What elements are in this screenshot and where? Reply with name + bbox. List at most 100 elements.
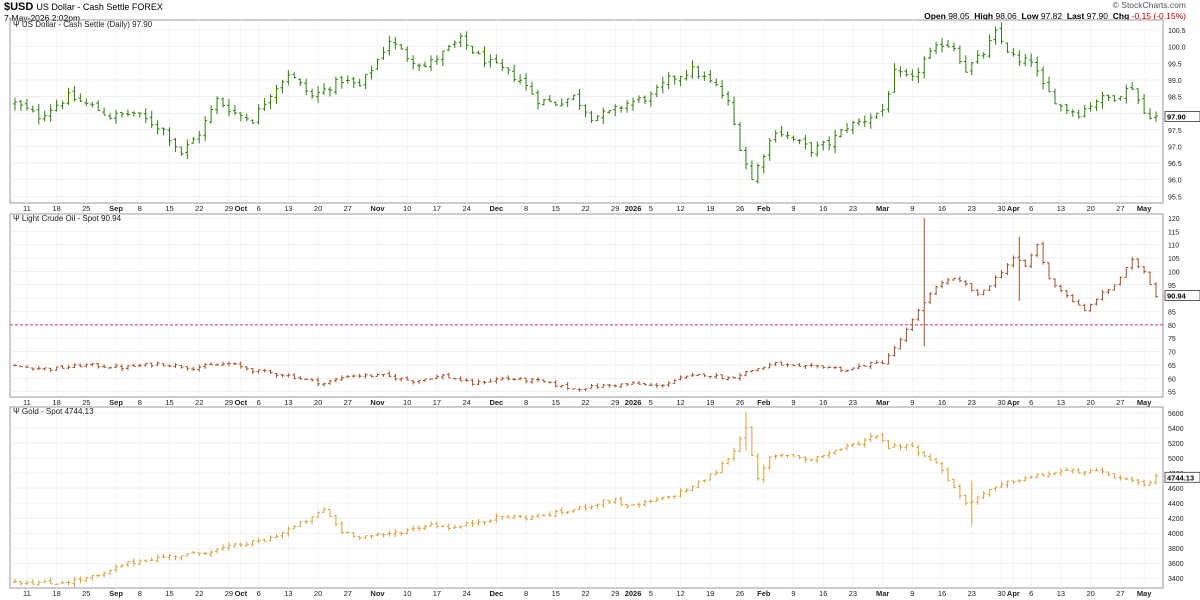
x-tick-label: 23: [968, 398, 976, 407]
ohlc-bar: [161, 363, 166, 367]
ohlc-bar: [286, 373, 291, 378]
ohlc-bar: [1011, 480, 1016, 484]
x-tick-label: 26: [736, 398, 744, 407]
ohlc-bar: [535, 514, 540, 519]
ohlc-bar: [506, 67, 511, 75]
ohlc-bar: [839, 128, 844, 138]
ohlc-bar: [1088, 102, 1093, 112]
open-label: Open: [924, 11, 946, 21]
ohlc-bar: [791, 364, 796, 367]
y-tick-label: 4400: [1168, 501, 1184, 508]
ohlc-bar: [678, 375, 683, 381]
x-tick-label: 24: [462, 204, 470, 213]
ohlc-bar: [767, 137, 772, 161]
ohlc-bar: [708, 69, 713, 83]
ohlc-bar: [137, 363, 142, 368]
ohlc-bar: [131, 363, 136, 367]
ohlc-bar: [678, 75, 683, 87]
ohlc-bar: [803, 455, 808, 463]
ohlc-bar: [981, 52, 986, 59]
y-tick-label: 70: [1168, 350, 1176, 357]
x-tick-label: 13: [284, 398, 292, 407]
ohlc-bar: [1052, 88, 1057, 105]
ohlc-bar: [963, 494, 968, 506]
y-tick-label: 4000: [1168, 531, 1184, 538]
x-tick-label: 2026: [625, 589, 642, 598]
ohlc-bar: [351, 76, 356, 89]
x-tick-label: 18: [52, 398, 60, 407]
ohlc-bar: [613, 497, 618, 505]
ohlc-bar: [773, 453, 778, 460]
ohlc-bar: [482, 380, 487, 385]
ohlc-bar: [119, 564, 124, 568]
ohlc-bar: [203, 363, 208, 369]
x-tick-label: 19: [706, 589, 714, 598]
ohlc-bar: [143, 362, 148, 367]
ohlc-bar: [1130, 476, 1135, 483]
x-tick-label: 20: [1086, 398, 1094, 407]
ohlc-bar: [161, 127, 166, 136]
x-tick-label: 23: [849, 589, 857, 598]
ohlc-bar: [215, 96, 220, 115]
y-tick-label: 5600: [1168, 411, 1184, 418]
ohlc-bar: [607, 110, 612, 114]
ohlc-bar: [506, 375, 511, 381]
ohlc-bar: [672, 379, 677, 384]
y-tick-label: 95: [1168, 283, 1176, 290]
x-tick-label: 27: [1116, 589, 1124, 598]
ohlc-bar: [48, 367, 53, 373]
x-tick-label: 20: [1086, 204, 1094, 213]
ohlc-bar: [1148, 480, 1153, 486]
x-tick-label: 20: [314, 398, 322, 407]
ohlc-bar: [482, 520, 487, 526]
x-tick-label: 23: [849, 398, 857, 407]
ohlc-bar: [791, 454, 796, 457]
ohlc-bar: [518, 514, 523, 519]
ohlc-bar: [880, 360, 885, 365]
ohlc-bar: [1041, 473, 1046, 477]
last-value-badge: [1164, 471, 1200, 483]
ohlc-bar: [1136, 258, 1141, 269]
ohlc-bar: [322, 507, 327, 513]
ohlc-bar: [1100, 289, 1105, 301]
ohlc-bar: [690, 60, 695, 79]
ohlc-bar: [226, 98, 231, 117]
ohlc-bar: [856, 440, 861, 446]
ohlc-bar: [512, 377, 517, 381]
ohlc-bar: [173, 555, 178, 561]
ohlc-bar: [310, 378, 315, 382]
ohlc-bar: [880, 103, 885, 117]
ohlc-bar: [613, 384, 618, 388]
ohlc-bar: [791, 135, 796, 142]
ohlc-bar: [458, 525, 463, 529]
ohlc-bar: [518, 377, 523, 381]
ohlc-bar: [66, 580, 71, 586]
ohlc-bar: [868, 113, 873, 129]
ohlc-bar: [530, 377, 535, 385]
ohlc-bar: [577, 388, 582, 392]
ohlc-bar: [84, 576, 89, 582]
x-tick-label: 8: [138, 398, 142, 407]
ohlc-bar: [904, 68, 909, 77]
high-value: 98.06: [995, 11, 1017, 21]
ohlc-bar: [928, 47, 933, 60]
ohlc-bar: [119, 111, 124, 118]
ohlc-bar: [886, 440, 891, 450]
y-tick-label: 85: [1168, 310, 1176, 317]
x-tick-label: 22: [581, 204, 589, 213]
ohlc-bar: [292, 72, 297, 79]
ohlc-bar: [773, 361, 778, 367]
ohlc-bar: [24, 365, 29, 368]
ohlc-bar: [114, 564, 119, 573]
symbol-description: US Dollar - Cash Settle FOREX: [36, 2, 163, 12]
ohlc-bar: [755, 368, 760, 372]
ohlc-bar: [137, 559, 142, 566]
ohlc-bar: [589, 383, 594, 389]
ohlc-bar: [559, 384, 564, 388]
ohlc-bar: [54, 583, 59, 585]
last-value: 97.90: [1086, 11, 1109, 21]
ohlc-bar: [512, 64, 517, 83]
ohlc-bar: [833, 449, 838, 456]
ohlc-bar: [726, 376, 731, 381]
x-tick-label: 27: [344, 398, 352, 407]
